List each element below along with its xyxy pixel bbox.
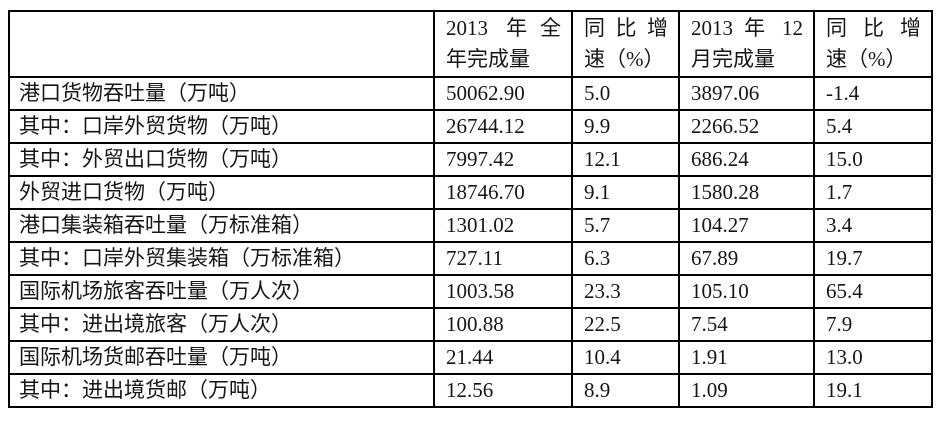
indicator-label-cell: 其中：口岸外贸集装箱（万标准箱） (8, 241, 435, 276)
header-line: 2013 年全 (446, 16, 561, 40)
december-total-header: 2013 年 12 月完成量 (678, 10, 815, 78)
december-growth-cell: 13.0 (813, 340, 933, 375)
indicator-label-cell: 其中：进出境旅客（万人次） (8, 307, 435, 342)
header-line: 2013 年 12 (691, 16, 803, 40)
annual-growth-cell: 23.3 (571, 274, 680, 309)
december-value-cell: 7.54 (678, 307, 815, 342)
december-value-cell: 1580.28 (678, 175, 815, 210)
annual-value-cell: 100.88 (433, 307, 573, 342)
indicator-label-cell: 其中：口岸外贸货物（万吨） (8, 109, 435, 144)
indicator-label-cell: 其中：外贸出口货物（万吨） (8, 142, 435, 177)
table-row: 国际机场货邮吞吐量（万吨） 21.44 10.4 1.91 13.0 (8, 340, 933, 375)
header-line: 年完成量 (446, 47, 530, 71)
december-value-cell: 67.89 (678, 241, 815, 276)
annual-growth-cell: 22.5 (571, 307, 680, 342)
annual-growth-cell: 10.4 (571, 340, 680, 375)
annual-value-cell: 50062.90 (433, 76, 573, 111)
annual-value-cell: 7997.42 (433, 142, 573, 177)
december-growth-cell: 65.4 (813, 274, 933, 309)
december-growth-cell: -1.4 (813, 76, 933, 111)
annual-growth-header: 同比增 速（%） (571, 10, 680, 78)
december-growth-cell: 7.9 (813, 307, 933, 342)
december-growth-cell: 19.1 (813, 373, 933, 408)
december-value-cell: 104.27 (678, 208, 815, 243)
header-line: 速（%） (826, 47, 907, 71)
december-growth-cell: 5.4 (813, 109, 933, 144)
december-value-cell: 1.09 (678, 373, 815, 408)
table-row: 外贸进口货物（万吨） 18746.70 9.1 1580.28 1.7 (8, 175, 933, 210)
indicator-label-cell: 其中：进出境货邮（万吨） (8, 373, 435, 408)
december-value-cell: 105.10 (678, 274, 815, 309)
indicator-label-cell: 外贸进口货物（万吨） (8, 175, 435, 210)
december-value-cell: 3897.06 (678, 76, 815, 111)
header-line: 月完成量 (691, 47, 775, 71)
indicator-label-cell: 港口货物吞吐量（万吨） (8, 76, 435, 111)
annual-total-header: 2013 年全 年完成量 (433, 10, 573, 78)
december-growth-header: 同比增 速（%） (813, 10, 933, 78)
indicator-label-cell: 国际机场旅客吞吐量（万人次） (8, 274, 435, 309)
header-line: 同比增 (584, 16, 668, 40)
december-growth-cell: 15.0 (813, 142, 933, 177)
december-growth-cell: 19.7 (813, 241, 933, 276)
annual-value-cell: 18746.70 (433, 175, 573, 210)
indicator-label-cell: 港口集装箱吞吐量（万标准箱） (8, 208, 435, 243)
annual-growth-cell: 8.9 (571, 373, 680, 408)
december-value-cell: 1.91 (678, 340, 815, 375)
table-row: 其中：口岸外贸集装箱（万标准箱） 727.11 6.3 67.89 19.7 (8, 241, 933, 276)
annual-growth-cell: 5.7 (571, 208, 680, 243)
annual-growth-cell: 9.1 (571, 175, 680, 210)
annual-growth-cell: 12.1 (571, 142, 680, 177)
annual-growth-cell: 5.0 (571, 76, 680, 111)
annual-value-cell: 1003.58 (433, 274, 573, 309)
stats-table: 2013 年全 年完成量 同比增 速（%） 2013 年 12 月完成量 同比增… (8, 10, 933, 408)
annual-value-cell: 21.44 (433, 340, 573, 375)
table-row: 国际机场旅客吞吐量（万人次） 1003.58 23.3 105.10 65.4 (8, 274, 933, 309)
annual-value-cell: 12.56 (433, 373, 573, 408)
annual-value-cell: 26744.12 (433, 109, 573, 144)
corner-header-cell (8, 10, 435, 78)
december-value-cell: 2266.52 (678, 109, 815, 144)
annual-value-cell: 727.11 (433, 241, 573, 276)
table-row: 港口货物吞吐量（万吨） 50062.90 5.0 3897.06 -1.4 (8, 76, 933, 111)
table-row: 港口集装箱吞吐量（万标准箱） 1301.02 5.7 104.27 3.4 (8, 208, 933, 243)
table-row: 其中：进出境货邮（万吨） 12.56 8.9 1.09 19.1 (8, 373, 933, 408)
table-row: 其中：进出境旅客（万人次） 100.88 22.5 7.54 7.9 (8, 307, 933, 342)
indicator-label-cell: 国际机场货邮吞吐量（万吨） (8, 340, 435, 375)
annual-value-cell: 1301.02 (433, 208, 573, 243)
header-line: 同比增 (826, 16, 921, 40)
december-value-cell: 686.24 (678, 142, 815, 177)
header-line: 速（%） (584, 47, 665, 71)
december-growth-cell: 3.4 (813, 208, 933, 243)
table-row: 其中：口岸外贸货物（万吨） 26744.12 9.9 2266.52 5.4 (8, 109, 933, 144)
annual-growth-cell: 6.3 (571, 241, 680, 276)
header-row: 2013 年全 年完成量 同比增 速（%） 2013 年 12 月完成量 同比增… (8, 10, 933, 78)
annual-growth-cell: 9.9 (571, 109, 680, 144)
december-growth-cell: 1.7 (813, 175, 933, 210)
table-row: 其中：外贸出口货物（万吨） 7997.42 12.1 686.24 15.0 (8, 142, 933, 177)
